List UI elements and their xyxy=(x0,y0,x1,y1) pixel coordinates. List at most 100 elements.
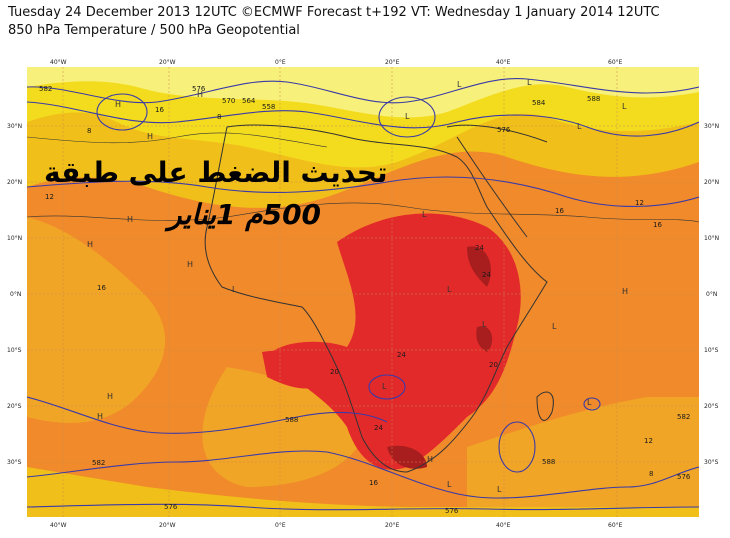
arabic-overlay-date: 500م 1يناير xyxy=(168,198,322,231)
contour-label: 24 xyxy=(482,271,491,279)
warm-air-lobe xyxy=(262,350,327,389)
contour-label: 576 xyxy=(445,507,459,515)
lat-label: 20°N xyxy=(704,179,720,186)
svg-text:H: H xyxy=(427,455,433,464)
lon-label: 60°E xyxy=(608,59,623,66)
contour-label: 576 xyxy=(192,85,206,93)
hot-spot-south xyxy=(387,445,427,469)
contour-label: 8 xyxy=(87,127,91,135)
contour-label: 20 xyxy=(489,361,498,369)
lon-label: 20°E xyxy=(385,59,400,66)
contour-label: 24 xyxy=(475,244,484,252)
lat-label: 10°S xyxy=(7,347,22,354)
lon-label: 0°E xyxy=(275,522,286,529)
lon-label: 20°E xyxy=(385,522,400,529)
lat-label: 30°S xyxy=(704,459,719,466)
arabic-overlay-title: تحديث الضغط على طبقة xyxy=(44,156,388,189)
svg-text:H: H xyxy=(147,132,153,141)
svg-text:L: L xyxy=(527,78,532,87)
svg-text:L: L xyxy=(422,210,427,219)
contour-label: 570 xyxy=(222,97,235,105)
svg-text:L: L xyxy=(577,122,582,131)
contour-label: 8 xyxy=(649,470,653,478)
contour-label: 588 xyxy=(285,416,298,424)
svg-text:L: L xyxy=(622,102,627,111)
indian-ocean-cool-band xyxy=(467,397,699,517)
contour-label: 16 xyxy=(155,106,164,114)
svg-text:H: H xyxy=(622,287,628,296)
contour-label: 558 xyxy=(262,103,275,111)
lat-label: 10°N xyxy=(7,235,23,242)
geopotential-contours xyxy=(26,77,700,511)
svg-text:L: L xyxy=(552,322,557,331)
svg-text:H: H xyxy=(187,260,193,269)
svg-text:H: H xyxy=(127,215,133,224)
lat-label: 10°S xyxy=(704,347,719,354)
contour-label: 582 xyxy=(92,459,105,467)
lon-label: 40°E xyxy=(496,59,511,66)
contour-label: 16 xyxy=(369,479,378,487)
lon-label: 60°E xyxy=(608,522,623,529)
lon-label: 0°E xyxy=(275,59,286,66)
contour-label: 582 xyxy=(39,85,52,93)
warm-air-core xyxy=(267,213,521,470)
map-subtitle: 850 hPa Temperature / 500 hPa Geopotenti… xyxy=(8,23,300,38)
svg-text:L: L xyxy=(405,112,410,121)
svg-text:L: L xyxy=(382,382,387,391)
svg-text:H: H xyxy=(197,90,203,99)
svg-text:L: L xyxy=(497,485,502,494)
map-title: Tuesday 24 December 2013 12UTC ©ECMWF Fo… xyxy=(8,5,660,20)
contour-label: 20 xyxy=(330,368,339,376)
svg-text:L: L xyxy=(447,285,452,294)
contour-label: 16 xyxy=(555,207,564,215)
contour-label: 16 xyxy=(653,221,662,229)
contour-label: 576 xyxy=(164,503,178,511)
svg-text:L: L xyxy=(587,398,592,407)
contour-label: 576 xyxy=(677,473,691,481)
geopotential-labels: 582 576 570 564 558 576 584 588 588 582 … xyxy=(39,85,691,515)
contour-label: 564 xyxy=(242,97,256,105)
contour-label: 584 xyxy=(532,99,546,107)
lat-label: 30°N xyxy=(7,123,23,130)
contour-label: 588 xyxy=(587,95,600,103)
lon-label: 40°W xyxy=(50,522,67,529)
svg-text:L: L xyxy=(447,480,452,489)
lon-label: 20°W xyxy=(159,59,176,66)
contour-label: 24 xyxy=(374,424,383,432)
contour-label: 582 xyxy=(677,413,690,421)
lon-label: 20°W xyxy=(159,522,176,529)
contour-label: 12 xyxy=(644,437,653,445)
svg-text:L: L xyxy=(457,80,462,89)
contour-label: 8 xyxy=(217,113,221,121)
atlantic-cool-band xyxy=(27,217,166,423)
hot-spot-lakes xyxy=(476,326,493,352)
lat-label: 20°S xyxy=(7,403,22,410)
lon-label: 40°E xyxy=(496,522,511,529)
contour-label: 12 xyxy=(45,193,54,201)
lat-label: 0°N xyxy=(706,291,718,298)
temperature-contours xyxy=(26,132,700,223)
lat-label: 30°N xyxy=(704,123,720,130)
contour-label: 12 xyxy=(635,199,644,207)
lat-label: 10°N xyxy=(704,235,720,242)
coastlines xyxy=(204,124,554,473)
weather-map: 582 576 570 564 558 576 584 588 588 582 … xyxy=(3,67,700,517)
svg-text:H: H xyxy=(97,412,103,421)
lon-label: 40°W xyxy=(50,59,67,66)
contour-label: 576 xyxy=(497,126,511,134)
svg-text:H: H xyxy=(115,100,121,109)
temperature-labels: 8 12 16 16 12 24 24 24 20 20 24 16 16 12… xyxy=(45,106,662,487)
svg-text:L: L xyxy=(482,320,487,329)
contour-label: 16 xyxy=(97,284,106,292)
pressure-centers: H H H L L L L L H H H L L L L L H H H L … xyxy=(87,78,628,494)
map-canvas: 582 576 570 564 558 576 584 588 588 582 … xyxy=(3,67,700,517)
contour-label: 24 xyxy=(397,351,406,359)
lat-label: 20°N xyxy=(7,179,23,186)
lat-label: 0°N xyxy=(10,291,22,298)
svg-text:H: H xyxy=(107,392,113,401)
svg-text:L: L xyxy=(232,285,237,294)
lat-label: 30°S xyxy=(7,459,22,466)
svg-text:H: H xyxy=(87,240,93,249)
contour-label: 588 xyxy=(542,458,555,466)
hot-spot-east xyxy=(467,246,491,287)
